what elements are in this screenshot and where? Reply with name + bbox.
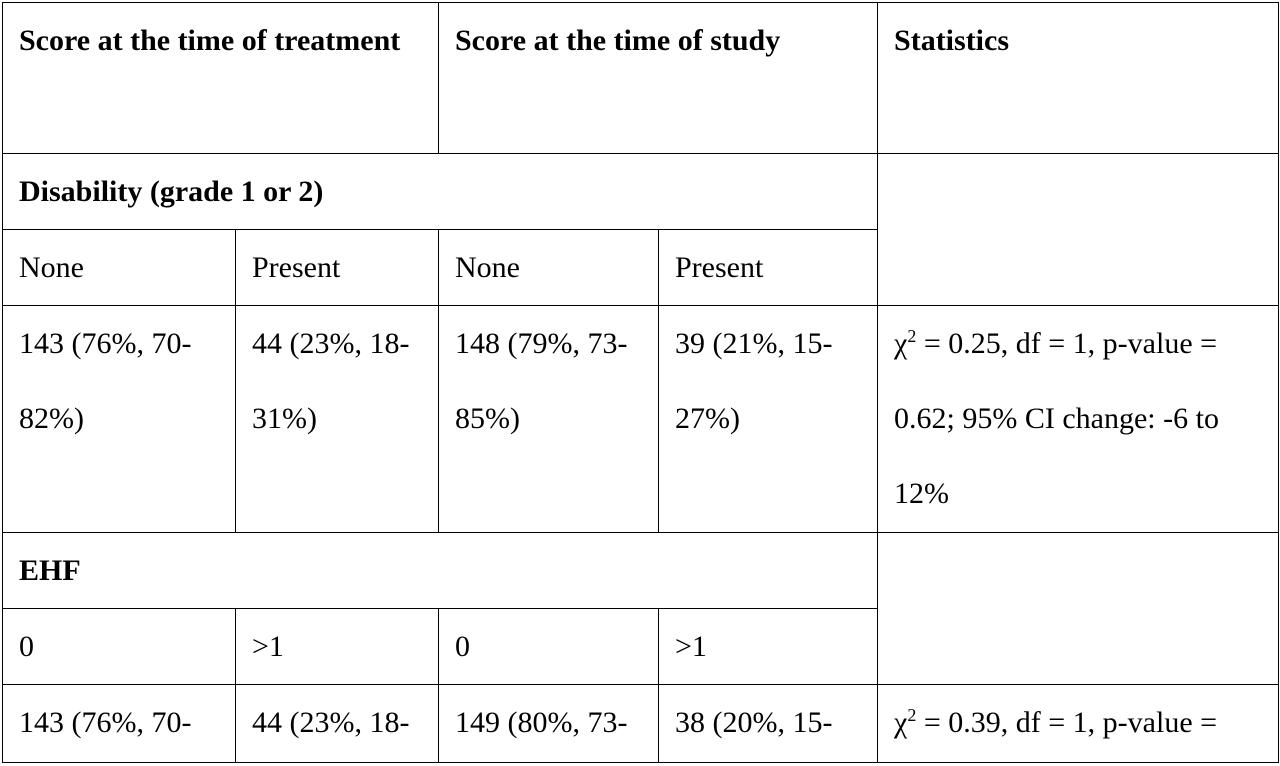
statistics-text: = 0.39, df = 1, p-value = bbox=[916, 706, 1218, 739]
empty-stat-cell bbox=[877, 153, 1280, 306]
section-title-ehf: EHF bbox=[1, 532, 879, 609]
label-cell: >1 bbox=[235, 608, 439, 685]
chi-superscript: 2 bbox=[907, 705, 917, 725]
value-cell: 149 (80%, 73- bbox=[438, 684, 659, 763]
section-title-disability: Disability (grade 1 or 2) bbox=[1, 153, 879, 230]
value-cell: 38 (20%, 15- bbox=[657, 684, 879, 763]
label-cell: Present bbox=[235, 229, 439, 306]
label-cell: >1 bbox=[657, 608, 879, 685]
header-treatment-score: Score at the time of treatment bbox=[2, 2, 439, 154]
label-cell: Present bbox=[657, 229, 879, 306]
label-cell: None bbox=[2, 229, 236, 306]
value-cell: 148 (79%, 73-85%) bbox=[438, 305, 659, 533]
value-cell: 44 (23%, 18-31%) bbox=[235, 305, 439, 533]
value-cell: 143 (76%, 70- bbox=[2, 684, 236, 763]
statistics-text: = 0.25, df = 1, p-value = 0.62; 95% CI c… bbox=[894, 327, 1219, 510]
label-row: 0 >1 0 >1 bbox=[2, 608, 1279, 685]
value-cell: 143 (76%, 70-82%) bbox=[2, 305, 236, 533]
empty-stat-cell bbox=[877, 532, 1280, 685]
header-row: Score at the time of treatment Score at … bbox=[2, 2, 1280, 154]
section-title-row: Disability (grade 1 or 2) bbox=[1, 153, 1280, 306]
value-row: 143 (76%, 70- 44 (23%, 18- 149 (80%, 73-… bbox=[2, 684, 1280, 763]
chi-superscript: 2 bbox=[907, 326, 917, 346]
header-study-score: Score at the time of study bbox=[437, 2, 879, 154]
statistics-cell: χ2 = 0.39, df = 1, p-value = bbox=[877, 684, 1280, 763]
value-cell: 39 (21%, 15-27%) bbox=[657, 305, 879, 533]
label-cell: None bbox=[438, 229, 659, 306]
label-cell: 0 bbox=[438, 608, 659, 685]
label-cell: 0 bbox=[2, 608, 236, 685]
value-cell: 44 (23%, 18- bbox=[235, 684, 439, 763]
section-title-row: EHF bbox=[1, 532, 1280, 685]
header-statistics: Statistics bbox=[877, 2, 1280, 154]
statistics-cell: χ2 = 0.25, df = 1, p-value = 0.62; 95% C… bbox=[877, 305, 1280, 533]
chi-symbol: χ bbox=[894, 327, 908, 360]
chi-symbol: χ bbox=[894, 706, 908, 739]
value-row: 143 (76%, 70-82%) 44 (23%, 18-31%) 148 (… bbox=[2, 305, 1280, 533]
